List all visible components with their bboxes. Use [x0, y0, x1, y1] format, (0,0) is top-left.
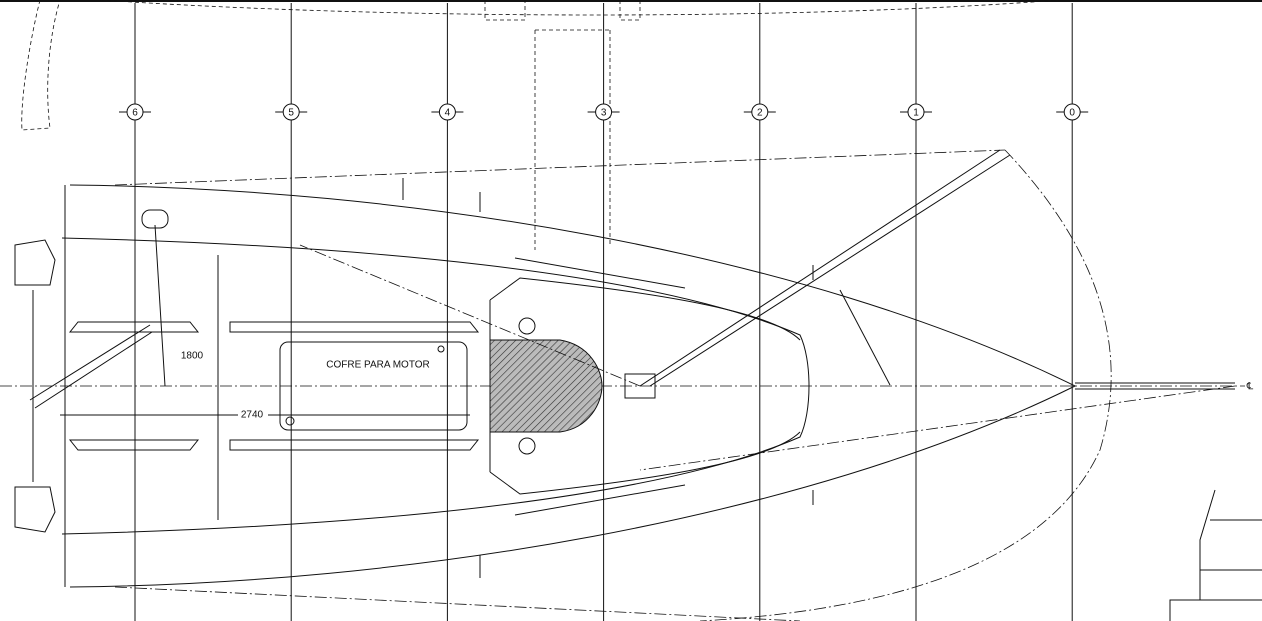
cleats	[402, 178, 814, 578]
engine-box-label: COFRE PARA MOTOR	[326, 360, 430, 371]
centerline-symbol: ℄	[1246, 382, 1254, 393]
beam-dimension: 1800	[181, 351, 204, 362]
pole-strut	[839, 289, 891, 386]
station-label: 5	[288, 108, 294, 119]
spinnaker-pole	[639, 149, 1011, 387]
rudders	[14, 239, 56, 533]
mast-step	[624, 373, 656, 399]
label-bg	[238, 409, 268, 421]
station-label: 2	[757, 108, 763, 119]
length-dimension: 2740	[241, 410, 264, 421]
engine-box	[279, 341, 468, 431]
inset-detail	[1169, 489, 1262, 621]
station-marker	[1063, 103, 1081, 121]
sail-outline	[21, 0, 61, 131]
spinnaker-sweep	[699, 149, 1112, 621]
companionway	[489, 339, 603, 433]
station-label: 6	[132, 108, 138, 119]
station-marker	[751, 103, 769, 121]
station-marker	[126, 103, 144, 121]
deck-edge	[61, 237, 810, 535]
station-marker	[282, 103, 300, 121]
winch	[518, 437, 536, 455]
station-label: 1	[913, 108, 919, 119]
fitting	[285, 416, 295, 426]
station-marker	[438, 103, 456, 121]
station-label: 4	[445, 108, 451, 119]
seat-panels	[68, 321, 480, 451]
mast-outline	[484, 0, 641, 21]
sheets	[114, 149, 1236, 621]
station-marker	[907, 103, 925, 121]
station-marker	[595, 103, 613, 121]
traveller-guide	[534, 29, 611, 250]
genoa-tracks	[514, 257, 686, 516]
tiller-handle	[141, 209, 169, 229]
station-label: 0	[1069, 108, 1075, 119]
sheer-line	[69, 184, 1077, 588]
station-label: 3	[601, 108, 607, 119]
fitting	[437, 345, 445, 353]
tiller	[29, 224, 166, 409]
winch	[518, 317, 536, 335]
